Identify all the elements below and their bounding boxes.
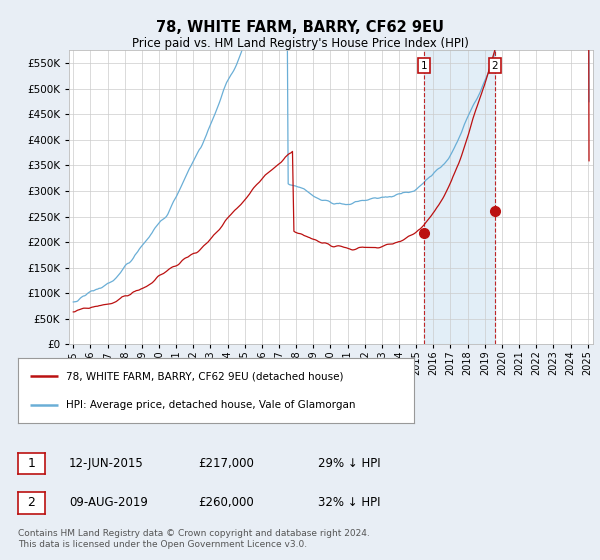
Text: Contains HM Land Registry data © Crown copyright and database right 2024.
This d: Contains HM Land Registry data © Crown c… (18, 529, 370, 549)
Text: HPI: Average price, detached house, Vale of Glamorgan: HPI: Average price, detached house, Vale… (65, 400, 355, 410)
Text: 12-JUN-2015: 12-JUN-2015 (69, 457, 144, 470)
Text: 32% ↓ HPI: 32% ↓ HPI (318, 496, 380, 510)
Text: 09-AUG-2019: 09-AUG-2019 (69, 496, 148, 510)
Text: 1: 1 (421, 60, 427, 71)
Text: 2: 2 (491, 60, 498, 71)
Text: 78, WHITE FARM, BARRY, CF62 9EU (detached house): 78, WHITE FARM, BARRY, CF62 9EU (detache… (65, 371, 343, 381)
Text: £260,000: £260,000 (198, 496, 254, 510)
Text: £217,000: £217,000 (198, 457, 254, 470)
Text: 1: 1 (28, 457, 35, 470)
Text: 78, WHITE FARM, BARRY, CF62 9EU: 78, WHITE FARM, BARRY, CF62 9EU (156, 20, 444, 35)
Text: 29% ↓ HPI: 29% ↓ HPI (318, 457, 380, 470)
Text: 2: 2 (28, 496, 35, 510)
Text: Price paid vs. HM Land Registry's House Price Index (HPI): Price paid vs. HM Land Registry's House … (131, 37, 469, 50)
Bar (424, 50, 495, 344)
